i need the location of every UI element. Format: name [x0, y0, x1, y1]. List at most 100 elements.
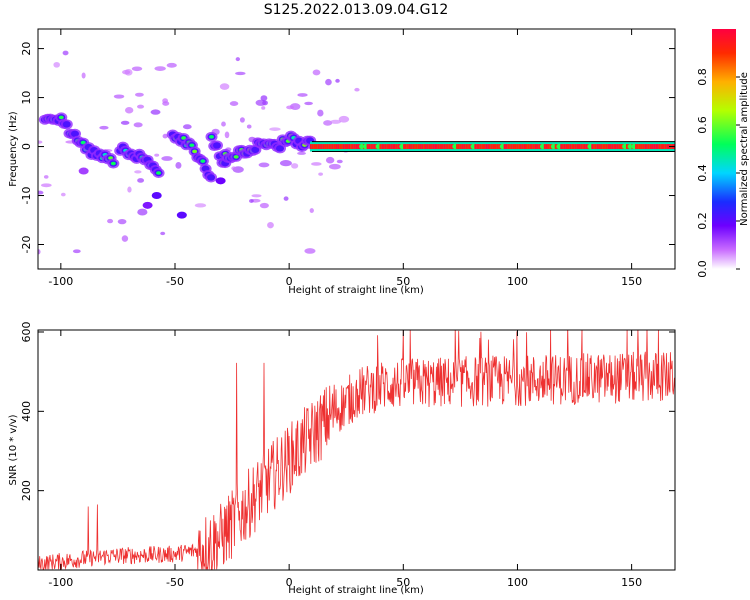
spectral-speckle	[117, 218, 127, 225]
spectrogram-ytick-label: -10	[20, 187, 33, 205]
spectral-speckle	[336, 159, 343, 164]
spectrogram-xtick-label: 0	[286, 275, 293, 288]
spectrogram-xtick-label: 150	[621, 275, 642, 288]
spectral-speckle	[325, 156, 335, 164]
snr-xlabel: Height of straight line (km)	[288, 585, 424, 596]
spectral-speckle	[175, 162, 182, 169]
snr-xtick-label: 50	[396, 576, 410, 589]
spectral-cell	[156, 171, 162, 175]
spectral-speckle	[279, 160, 292, 167]
spectral-speckle	[40, 183, 52, 188]
spectral-speckle	[329, 163, 341, 170]
spectral-speckle	[162, 133, 168, 139]
spectral-cell	[62, 121, 71, 128]
spectral-speckle	[131, 66, 143, 72]
spectral-speckle	[335, 78, 340, 83]
figure-title: S125.2022.013.09.04.G12	[264, 2, 449, 18]
spectral-speckle	[259, 202, 269, 209]
spectral-speckle	[251, 194, 262, 198]
snr-xtick-label: -100	[48, 576, 73, 589]
spectral-speckle	[309, 208, 314, 214]
spectral-speckle	[154, 66, 166, 71]
spectral-speckle	[219, 83, 230, 90]
snr-series-line	[38, 330, 675, 570]
spectral-speckle	[261, 106, 266, 110]
spectral-cell	[233, 155, 239, 159]
spectral-cell	[212, 142, 221, 149]
snr-xtick-label: 100	[507, 576, 528, 589]
colorbar-tick-label: 0.6	[696, 116, 709, 134]
snr-panel: -100 -50 0 50 100 150 200 400 600 Height of stra…	[8, 321, 676, 596]
spectral-cell	[251, 146, 260, 153]
spectral-speckle	[249, 199, 254, 203]
spectral-speckle	[121, 235, 129, 242]
colorbar-tick-label: 0.2	[696, 212, 709, 230]
spectral-speckle	[325, 78, 332, 86]
spectral-cell	[207, 174, 216, 181]
spectral-speckle	[283, 196, 289, 201]
spectral-speckle	[133, 122, 143, 128]
spectral-speckle	[291, 163, 299, 169]
spectral-speckle	[267, 221, 274, 229]
spectrogram-xtick-label: -50	[166, 275, 184, 288]
spectral-speckle	[246, 124, 252, 129]
spectral-cell	[80, 140, 86, 145]
spectral-speckle	[38, 190, 44, 195]
spectral-speckle	[38, 140, 43, 144]
spectral-speckle	[134, 170, 142, 174]
spectral-speckle	[38, 249, 41, 255]
colorbar-ticks: 0.0 0.2 0.4 0.6 0.8	[696, 68, 740, 278]
spectral-speckle	[224, 131, 230, 139]
spectral-speckle	[286, 105, 294, 110]
spectral-speckle	[62, 50, 69, 56]
spectral-speckle	[161, 156, 173, 161]
snr-xtick-label: 150	[621, 576, 642, 589]
spectrogram-ylabel: Frequency (Hz)	[8, 111, 19, 187]
spectral-speckle	[137, 178, 145, 183]
spectral-cell	[70, 130, 79, 137]
spectral-cell	[200, 159, 206, 163]
spectral-speckle	[124, 107, 134, 114]
spectrogram-xlabel: Height of straight line (km)	[288, 285, 424, 296]
spectral-speckle	[60, 192, 66, 197]
colorbar-label: Normalized spectral amplitude	[739, 72, 750, 226]
snr-xtick-label: 0	[286, 576, 293, 589]
spectral-cell	[78, 167, 89, 175]
spectral-speckle	[162, 98, 169, 104]
spectral-speckle	[154, 153, 160, 157]
spectral-speckle	[166, 62, 177, 68]
spectrogram-xtick-label: 100	[507, 275, 528, 288]
spectral-speckle	[107, 218, 114, 224]
colorbar-tick-label: 0.4	[696, 164, 709, 182]
spectral-speckle	[297, 93, 308, 97]
spectral-cell	[276, 145, 285, 152]
snr-ytick-label: 600	[20, 321, 33, 342]
spectral-speckle	[297, 151, 306, 155]
spectrogram-ytick-label: -20	[20, 236, 33, 254]
spectral-speckle	[221, 121, 226, 127]
spectral-speckle	[194, 203, 207, 208]
spectrogram-image	[38, 50, 675, 255]
spectral-speckle	[150, 109, 161, 115]
snr-ytick-label: 200	[20, 480, 33, 501]
spectral-speckle	[312, 69, 321, 76]
colorbar: 0.0 0.2 0.4 0.6 0.8 Normalized spectral ampl…	[696, 29, 750, 278]
spectral-speckle	[135, 92, 144, 97]
spectral-speckle	[229, 101, 239, 106]
spectral-speckle	[99, 125, 109, 130]
spectral-cell	[110, 161, 116, 166]
spectral-cell	[151, 192, 162, 200]
spectrogram-ytick-label: 10	[20, 91, 33, 105]
spectrogram-ytick-label: 20	[20, 42, 33, 56]
spectral-speckle	[43, 175, 49, 179]
spectral-speckle	[304, 101, 313, 106]
spectral-speckle	[330, 119, 342, 124]
snr-axes: -100 -50 0 50 100 150 200 400 600	[20, 321, 675, 589]
spectral-cell	[209, 135, 215, 139]
spectral-speckle	[113, 94, 125, 99]
spectral-speckle	[311, 162, 322, 166]
spectral-speckle	[318, 172, 323, 176]
